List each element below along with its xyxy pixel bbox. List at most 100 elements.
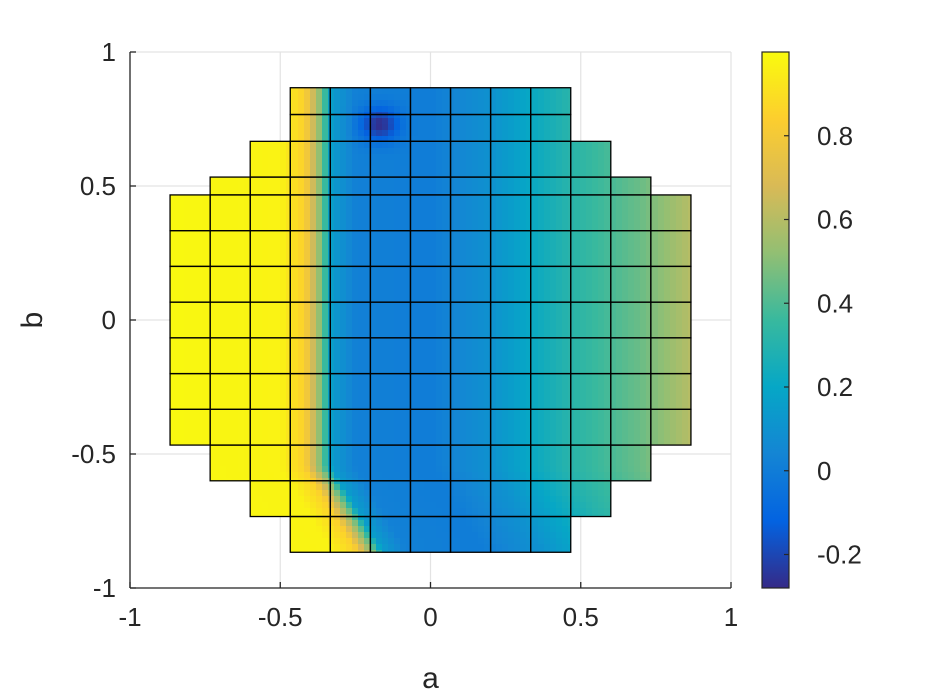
field-cell <box>448 274 455 281</box>
field-cell <box>316 148 323 155</box>
field-cell <box>346 514 353 521</box>
field-cell <box>286 430 293 437</box>
field-cell <box>436 346 443 353</box>
field-cell <box>328 346 335 353</box>
field-cell <box>190 238 197 245</box>
field-cell <box>250 454 257 461</box>
field-cell <box>322 364 329 371</box>
field-cell <box>454 226 461 233</box>
field-cell <box>436 118 443 125</box>
field-cell <box>340 544 347 551</box>
field-cell <box>346 226 353 233</box>
field-cell <box>340 184 347 191</box>
field-cell <box>334 94 341 101</box>
field-cell <box>280 292 287 299</box>
field-cell <box>340 454 347 461</box>
field-cell <box>352 352 359 359</box>
field-cell <box>406 340 413 347</box>
field-cell <box>400 130 407 137</box>
field-cell <box>448 430 455 437</box>
field-cell <box>436 514 443 521</box>
field-cell <box>418 142 425 149</box>
field-cell <box>424 190 431 197</box>
field-cell <box>244 340 251 347</box>
field-cell <box>418 214 425 221</box>
field-cell <box>316 394 323 401</box>
field-cell <box>268 316 275 323</box>
field-cell <box>370 244 377 251</box>
field-cell <box>412 352 419 359</box>
field-cell <box>316 202 323 209</box>
field-cell <box>406 514 413 521</box>
field-cell <box>268 424 275 431</box>
field-cell <box>454 472 461 479</box>
field-cell <box>196 436 203 443</box>
field-cell <box>214 268 221 275</box>
field-cell <box>244 364 251 371</box>
field-cell <box>238 298 245 305</box>
field-cell <box>220 184 227 191</box>
field-cell <box>394 268 401 275</box>
field-cell <box>268 508 275 515</box>
field-cell <box>352 514 359 521</box>
field-cell <box>328 160 335 167</box>
field-cell <box>226 418 233 425</box>
field-cell <box>400 286 407 293</box>
field-cell <box>220 190 227 197</box>
field-cell <box>376 256 383 263</box>
field-cell <box>454 214 461 221</box>
field-cell <box>400 466 407 473</box>
field-cell <box>394 166 401 173</box>
field-cell <box>388 394 395 401</box>
field-cell <box>370 256 377 263</box>
field-cell <box>454 412 461 419</box>
field-cell <box>250 436 257 443</box>
field-cell <box>442 376 449 383</box>
field-cell <box>406 358 413 365</box>
field-cell <box>232 400 239 407</box>
field-cell <box>268 238 275 245</box>
field-cell <box>196 340 203 347</box>
field-cell <box>232 412 239 419</box>
field-cell <box>418 172 425 179</box>
field-cell <box>394 88 401 95</box>
field-cell <box>412 100 419 107</box>
field-cell <box>232 304 239 311</box>
field-cell <box>418 496 425 503</box>
field-cell <box>170 340 173 347</box>
field-cell <box>436 148 443 155</box>
field-cell <box>190 382 197 389</box>
field-cell <box>412 508 419 515</box>
field-cell <box>178 292 185 299</box>
field-cell <box>328 388 335 395</box>
field-cell <box>298 250 305 257</box>
field-cell <box>370 214 377 221</box>
field-cell <box>334 280 341 287</box>
field-cell <box>334 160 341 167</box>
field-cell <box>232 394 239 401</box>
field-cell <box>424 448 431 455</box>
field-cell <box>436 376 443 383</box>
field-cell <box>460 136 467 143</box>
field-cell <box>238 376 245 383</box>
field-cell <box>280 496 287 503</box>
field-cell <box>268 190 275 197</box>
field-cell <box>298 100 305 107</box>
field-cell <box>292 172 299 179</box>
field-cell <box>382 316 389 323</box>
field-cell <box>388 238 395 245</box>
field-cell <box>382 106 389 113</box>
field-cell <box>208 310 215 317</box>
field-cell <box>310 232 317 239</box>
field-cell <box>442 226 449 233</box>
field-cell <box>250 430 257 437</box>
field-cell <box>358 130 365 137</box>
field-cell <box>358 496 365 503</box>
field-cell <box>310 484 317 491</box>
field-cell <box>448 286 455 293</box>
field-cell <box>316 274 323 281</box>
field-cell <box>262 142 269 149</box>
field-cell <box>364 196 371 203</box>
field-cell <box>220 424 227 431</box>
field-cell <box>424 292 431 299</box>
